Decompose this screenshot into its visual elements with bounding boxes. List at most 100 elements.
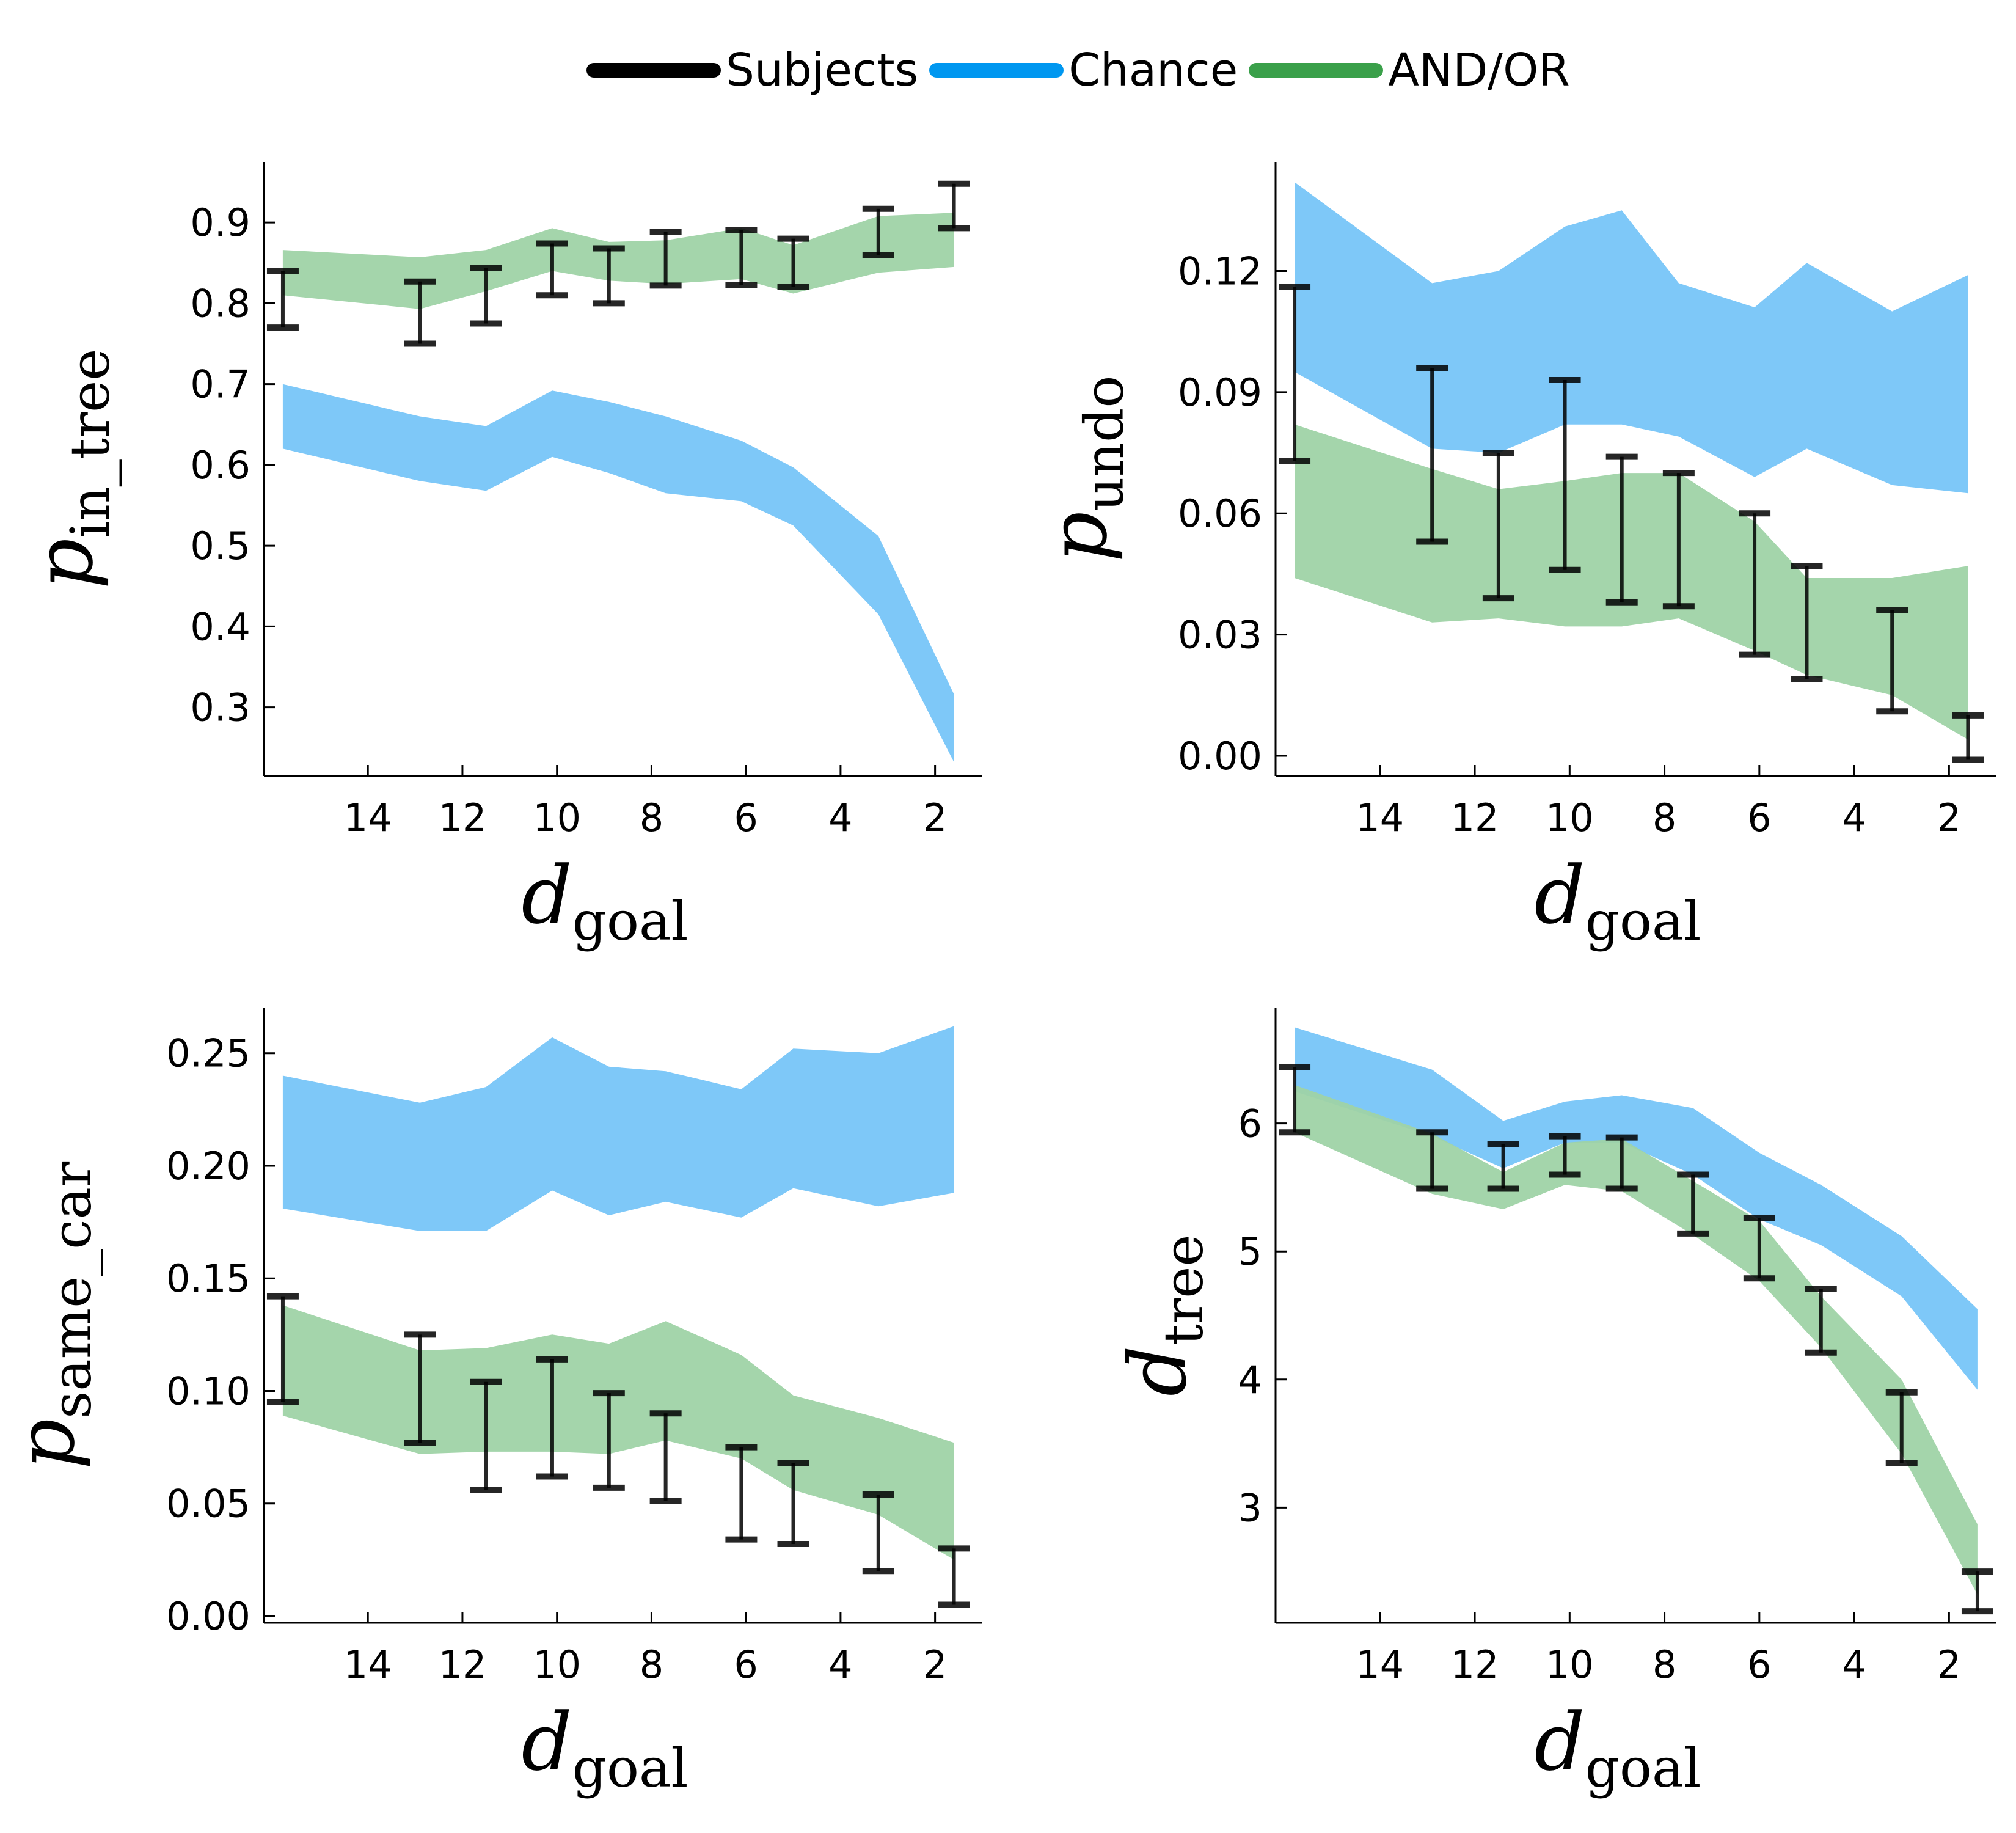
x-tick-label: 2 xyxy=(1937,1642,1961,1687)
y-tick-label: 0.15 xyxy=(166,1256,250,1301)
subjects-errorbars xyxy=(1279,1064,1993,1615)
x-tick-label: 8 xyxy=(1653,796,1676,840)
errorbar xyxy=(1416,1129,1448,1192)
y-axis-label: dtree xyxy=(1111,1235,1215,1397)
y-axis-label-main: p xyxy=(18,538,111,589)
errorbar xyxy=(536,1356,568,1480)
errorbar xyxy=(1885,1389,1918,1466)
errorbar xyxy=(1743,1215,1775,1282)
legend-item-subjects: Subjects xyxy=(586,44,918,97)
x-axis-label-sub: goal xyxy=(1585,1736,1701,1799)
errorbar xyxy=(1739,510,1771,658)
legend-label-subjects: Subjects xyxy=(726,44,919,97)
x-tick-label: 4 xyxy=(1842,796,1866,840)
x-tick-label: 6 xyxy=(734,796,758,840)
y-tick-label: 0.8 xyxy=(190,281,250,326)
errorbar xyxy=(938,1545,970,1608)
x-tick-label: 6 xyxy=(734,1642,758,1687)
errorbar xyxy=(1549,377,1581,573)
y-tick-label: 0.05 xyxy=(166,1482,250,1526)
errorbar xyxy=(1482,450,1514,602)
legend-swatch-subjects xyxy=(586,63,721,78)
x-axis-label-main: d xyxy=(521,1696,572,1788)
y-tick-label: 0.03 xyxy=(1178,613,1262,657)
x-axis-label-main: d xyxy=(521,849,572,942)
errorbar xyxy=(266,268,299,331)
y-tick-label: 0.00 xyxy=(1178,734,1262,778)
errorbar xyxy=(777,1460,809,1548)
y-axis-label-sub: in_tree xyxy=(59,349,122,538)
x-tick-label: 12 xyxy=(438,796,486,840)
legend-label-chance: Chance xyxy=(1068,44,1238,97)
x-tick-label: 14 xyxy=(344,796,392,840)
legend-label-andor: AND/OR xyxy=(1388,44,1570,97)
x-axis-label-main: d xyxy=(1534,1696,1585,1788)
errorbar xyxy=(1487,1141,1519,1192)
errorbar xyxy=(1961,1568,1993,1615)
x-tick-label: 10 xyxy=(533,1642,581,1687)
errorbar xyxy=(593,245,625,307)
y-tick-label: 0.06 xyxy=(1178,491,1262,536)
errorbar xyxy=(404,1331,436,1446)
y-axis-label-sub: undo xyxy=(1073,376,1136,512)
x-tick-label: 10 xyxy=(533,796,581,840)
x-tick-label: 14 xyxy=(1356,1642,1404,1687)
legend-item-andor: AND/OR xyxy=(1249,44,1570,97)
x-tick-label: 4 xyxy=(1842,1642,1866,1687)
errorbar xyxy=(1805,1285,1837,1356)
subjects-errorbars xyxy=(1279,284,1984,763)
errorbar xyxy=(470,1378,502,1493)
errorbar xyxy=(266,1293,299,1405)
x-axis-label-sub: goal xyxy=(572,1736,688,1799)
y-tick-label: 0.12 xyxy=(1178,249,1262,294)
x-axis-label: dgoal xyxy=(1534,1696,1701,1799)
y-tick-label: 0.20 xyxy=(166,1144,250,1188)
errorbar xyxy=(1952,712,1984,763)
x-axis-label: dgoal xyxy=(1534,849,1701,953)
chart-panel-1: 14 12 10 8 6 4 2 0.3 0.4 0.5 0.6 0.7 0.8 0.9 dgoal pin_… xyxy=(18,162,982,953)
band-andor xyxy=(1295,424,1968,740)
x-tick-label: 12 xyxy=(1451,1642,1499,1687)
x-tick-label: 6 xyxy=(1747,796,1771,840)
y-tick-label: 0.00 xyxy=(166,1594,250,1639)
band-andor xyxy=(282,213,954,309)
y-tick-label: 0.5 xyxy=(190,524,250,568)
x-axis-label: dgoal xyxy=(521,849,688,953)
errorbar xyxy=(725,1444,758,1543)
legend: Subjects Chance AND/OR xyxy=(586,37,1581,104)
band-chance xyxy=(282,384,954,763)
y-tick-label: 0.9 xyxy=(190,200,250,245)
x-tick-label: 8 xyxy=(1653,1642,1676,1687)
chart-panel-3: 14 12 10 8 6 4 2 0.00 0.05 0.10 0.15 0.20 0.25 dgoal p… xyxy=(0,1008,982,1799)
y-tick-label: 4 xyxy=(1238,1358,1262,1402)
errorbar xyxy=(725,227,758,288)
x-tick-label: 2 xyxy=(1937,796,1961,840)
errorbar xyxy=(862,205,894,258)
x-axis-label-sub: goal xyxy=(572,890,688,953)
band-chance xyxy=(282,1026,954,1231)
y-axis-label-main: p xyxy=(1032,511,1125,562)
band-chance xyxy=(1295,182,1968,494)
errorbar xyxy=(862,1491,894,1575)
errorbar xyxy=(938,180,970,232)
band-andor xyxy=(1295,1085,1978,1595)
errorbar xyxy=(649,229,682,289)
y-tick-label: 5 xyxy=(1238,1229,1262,1274)
y-tick-label: 0.4 xyxy=(190,604,250,649)
errorbar xyxy=(1279,1064,1311,1136)
y-tick-label: 0.10 xyxy=(166,1369,250,1413)
x-tick-label: 10 xyxy=(1546,796,1594,840)
y-axis-label: pundo xyxy=(1032,376,1136,563)
x-tick-label: 10 xyxy=(1546,1642,1594,1687)
band-chance xyxy=(1295,1027,1978,1390)
errorbar xyxy=(649,1410,682,1505)
x-axis-label-sub: goal xyxy=(1585,890,1701,953)
y-axis-label-main: p xyxy=(0,1419,92,1469)
y-tick-label: 0.6 xyxy=(190,443,250,488)
x-tick-label: 6 xyxy=(1747,1642,1771,1687)
y-tick-label: 0.7 xyxy=(190,362,250,407)
errorbar xyxy=(1605,1134,1638,1192)
errorbar xyxy=(1605,453,1638,606)
